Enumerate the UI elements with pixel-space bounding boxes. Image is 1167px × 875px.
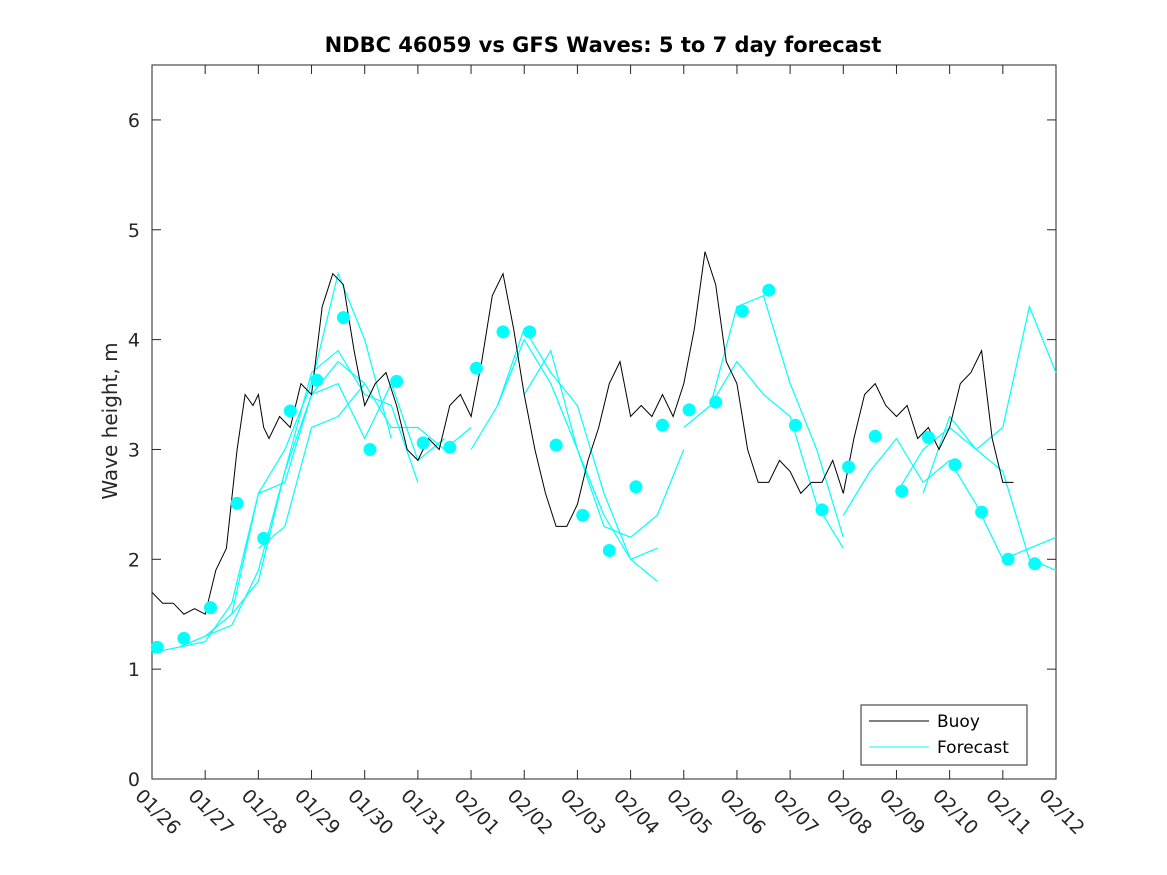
y-tick-labels: 0 1 2 3 4 5 6 — [128, 110, 140, 791]
chart-title: NDBC 46059 vs GFS Waves: 5 to 7 day fore… — [325, 33, 882, 57]
forecast-point — [709, 395, 723, 409]
y-tick-label: 6 — [128, 110, 140, 132]
forecast-point — [602, 544, 616, 557]
forecast-point — [416, 436, 430, 450]
legend-buoy-label: Buoy — [937, 712, 980, 732]
forecast-point — [842, 460, 856, 474]
forecast-point — [310, 373, 324, 387]
buoy-series-line — [151, 251, 1014, 615]
y-tick-label: 2 — [128, 549, 140, 571]
forecast-point — [150, 640, 164, 654]
y-tick-label: 1 — [128, 659, 140, 681]
forecast-point — [336, 311, 350, 325]
forecast-point — [230, 496, 244, 510]
forecast-points — [150, 283, 1042, 654]
forecast-point — [682, 403, 696, 417]
forecast-point — [735, 304, 749, 318]
forecast-point — [1001, 552, 1015, 566]
forecast-point — [895, 484, 909, 498]
forecast-line — [523, 349, 685, 538]
forecast-point — [549, 438, 563, 452]
forecast-line — [470, 327, 658, 582]
forecast-point — [1028, 557, 1042, 571]
y-tick-label: 5 — [128, 220, 140, 242]
buoy-line — [151, 251, 1014, 615]
forecast-point — [762, 283, 776, 297]
y-axis-label: Wave height, m — [98, 342, 122, 499]
plot-area — [150, 64, 1057, 780]
legend-forecast-label: Forecast — [937, 738, 1009, 758]
forecast-point — [788, 418, 802, 432]
forecast-point — [948, 458, 962, 472]
forecast-point — [921, 430, 935, 444]
forecast-line — [231, 382, 445, 615]
forecast-point — [469, 361, 483, 375]
plot-frame — [151, 64, 1057, 780]
axis-ticks — [151, 65, 1057, 780]
forecast-point — [815, 503, 829, 517]
forecast-point — [496, 325, 510, 339]
legend: Buoy Forecast — [860, 704, 1028, 766]
y-tick-label: 3 — [128, 439, 140, 461]
forecast-point — [868, 429, 882, 443]
forecast-point — [283, 404, 297, 418]
forecast-line — [258, 382, 472, 549]
forecast-point — [443, 440, 457, 454]
forecast-line — [178, 271, 392, 648]
forecast-point — [656, 418, 669, 432]
forecast-point — [390, 374, 404, 388]
forecast-point — [975, 505, 989, 519]
y-tick-label: 4 — [128, 330, 140, 352]
legend-box — [860, 704, 1028, 766]
forecast-point — [204, 601, 217, 615]
forecast-point — [363, 443, 377, 456]
forecast-point — [576, 508, 590, 522]
forecast-point — [257, 531, 271, 545]
forecast-point — [629, 480, 643, 494]
forecast-line — [842, 437, 1057, 561]
y-tick-label: 0 — [128, 769, 140, 791]
forecast-point — [177, 631, 191, 645]
forecast-point — [523, 325, 537, 339]
